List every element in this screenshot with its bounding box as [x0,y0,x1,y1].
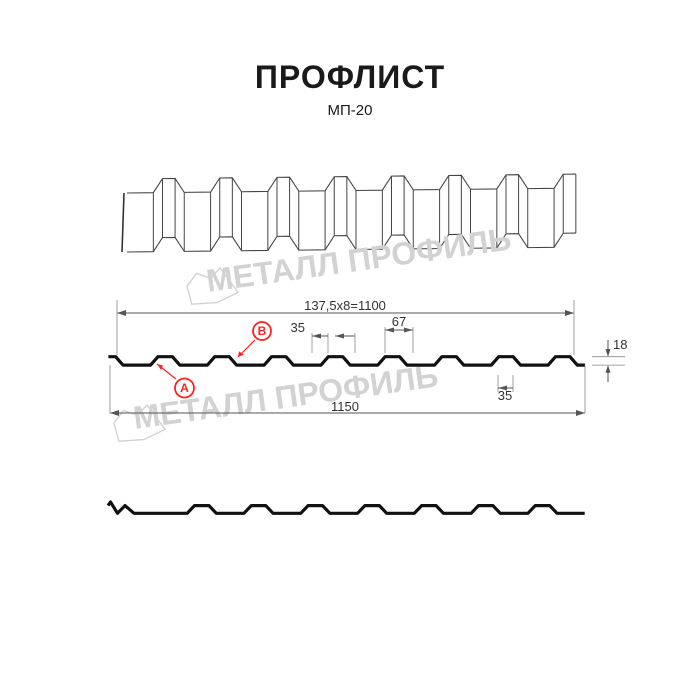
svg-text:МП-20: МП-20 [328,102,373,119]
svg-text:67: 67 [392,314,406,329]
svg-text:35: 35 [291,320,305,335]
svg-text:35: 35 [498,388,512,403]
svg-text:МЕТАЛЛ ПРОФИЛЬ: МЕТАЛЛ ПРОФИЛЬ [131,357,440,435]
svg-text:18: 18 [613,337,627,352]
svg-text:МЕТАЛЛ ПРОФИЛЬ: МЕТАЛЛ ПРОФИЛЬ [204,220,513,298]
svg-text:ПРОФЛИСТ: ПРОФЛИСТ [255,59,445,95]
svg-text:B: B [258,324,267,338]
svg-text:A: A [180,381,189,395]
svg-text:1150: 1150 [331,399,359,414]
svg-text:137,5x8=1100: 137,5x8=1100 [304,298,386,313]
